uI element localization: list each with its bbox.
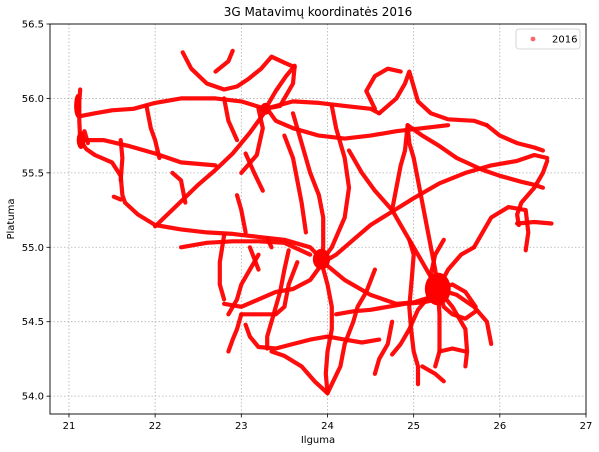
measurement-track [408,125,543,188]
chart-title: 3G Matavimų koordinatės 2016 [224,5,413,19]
measurement-track [220,235,224,299]
plot-area-frame [50,24,586,414]
measurement-track [216,51,233,72]
measurement-cluster [260,103,270,115]
measurement-track [272,352,328,394]
measurement-track [224,98,237,140]
measurement-track [517,161,547,225]
x-tick-label: 27 [580,421,593,432]
measurement-track [474,207,528,250]
y-tick-label: 54.0 [22,392,44,403]
x-tick-label: 21 [63,421,76,432]
measurement-cluster [77,131,86,149]
measurement-track [246,325,328,349]
measurement-track [392,125,408,210]
measurement-cluster [74,94,81,118]
x-tick-label: 25 [407,421,420,432]
data-points-layer [74,51,551,393]
measurement-track [121,140,123,180]
measurement-track [328,270,375,394]
y-axis-ticks: 54.0 54.5 55.0 55.5 56.0 56.5 [22,20,50,403]
measurement-track [114,197,121,200]
measurement-track [328,337,380,343]
x-tick-label: 22 [149,421,162,432]
x-tick-label: 26 [493,421,506,432]
measurement-track [366,69,400,109]
measurement-track [422,366,444,381]
y-axis-label: Platuma [6,198,17,239]
measurement-track [487,125,543,150]
y-tick-label: 56.5 [22,20,44,31]
measurement-cluster [313,249,330,270]
legend-label: 2016 [552,35,577,46]
measurement-track [375,322,392,374]
y-tick-label: 55.0 [22,243,44,254]
legend: 2016 [516,29,580,49]
y-tick-label: 55.5 [22,168,44,179]
measurement-track [323,262,438,304]
measurement-cluster [425,273,451,306]
legend-marker [531,37,536,42]
y-tick-label: 56.0 [22,94,44,105]
measurement-track [323,106,349,259]
measurement-track [321,262,331,393]
x-tick-label: 23 [235,421,248,432]
measurement-track [80,140,215,165]
measurement-track [183,52,295,89]
grid [50,24,586,414]
measurement-track [517,222,551,224]
measurement-track [440,349,466,352]
measurement-track [79,98,265,116]
x-axis-label: Ilguma [301,435,335,446]
x-tick-label: 24 [321,421,334,432]
x-axis-ticks: 21 22 23 24 25 26 27 [63,414,593,432]
measurement-track [265,101,379,113]
measurement-track [228,314,241,351]
y-tick-label: 54.5 [22,317,44,328]
measurement-track [237,195,246,232]
